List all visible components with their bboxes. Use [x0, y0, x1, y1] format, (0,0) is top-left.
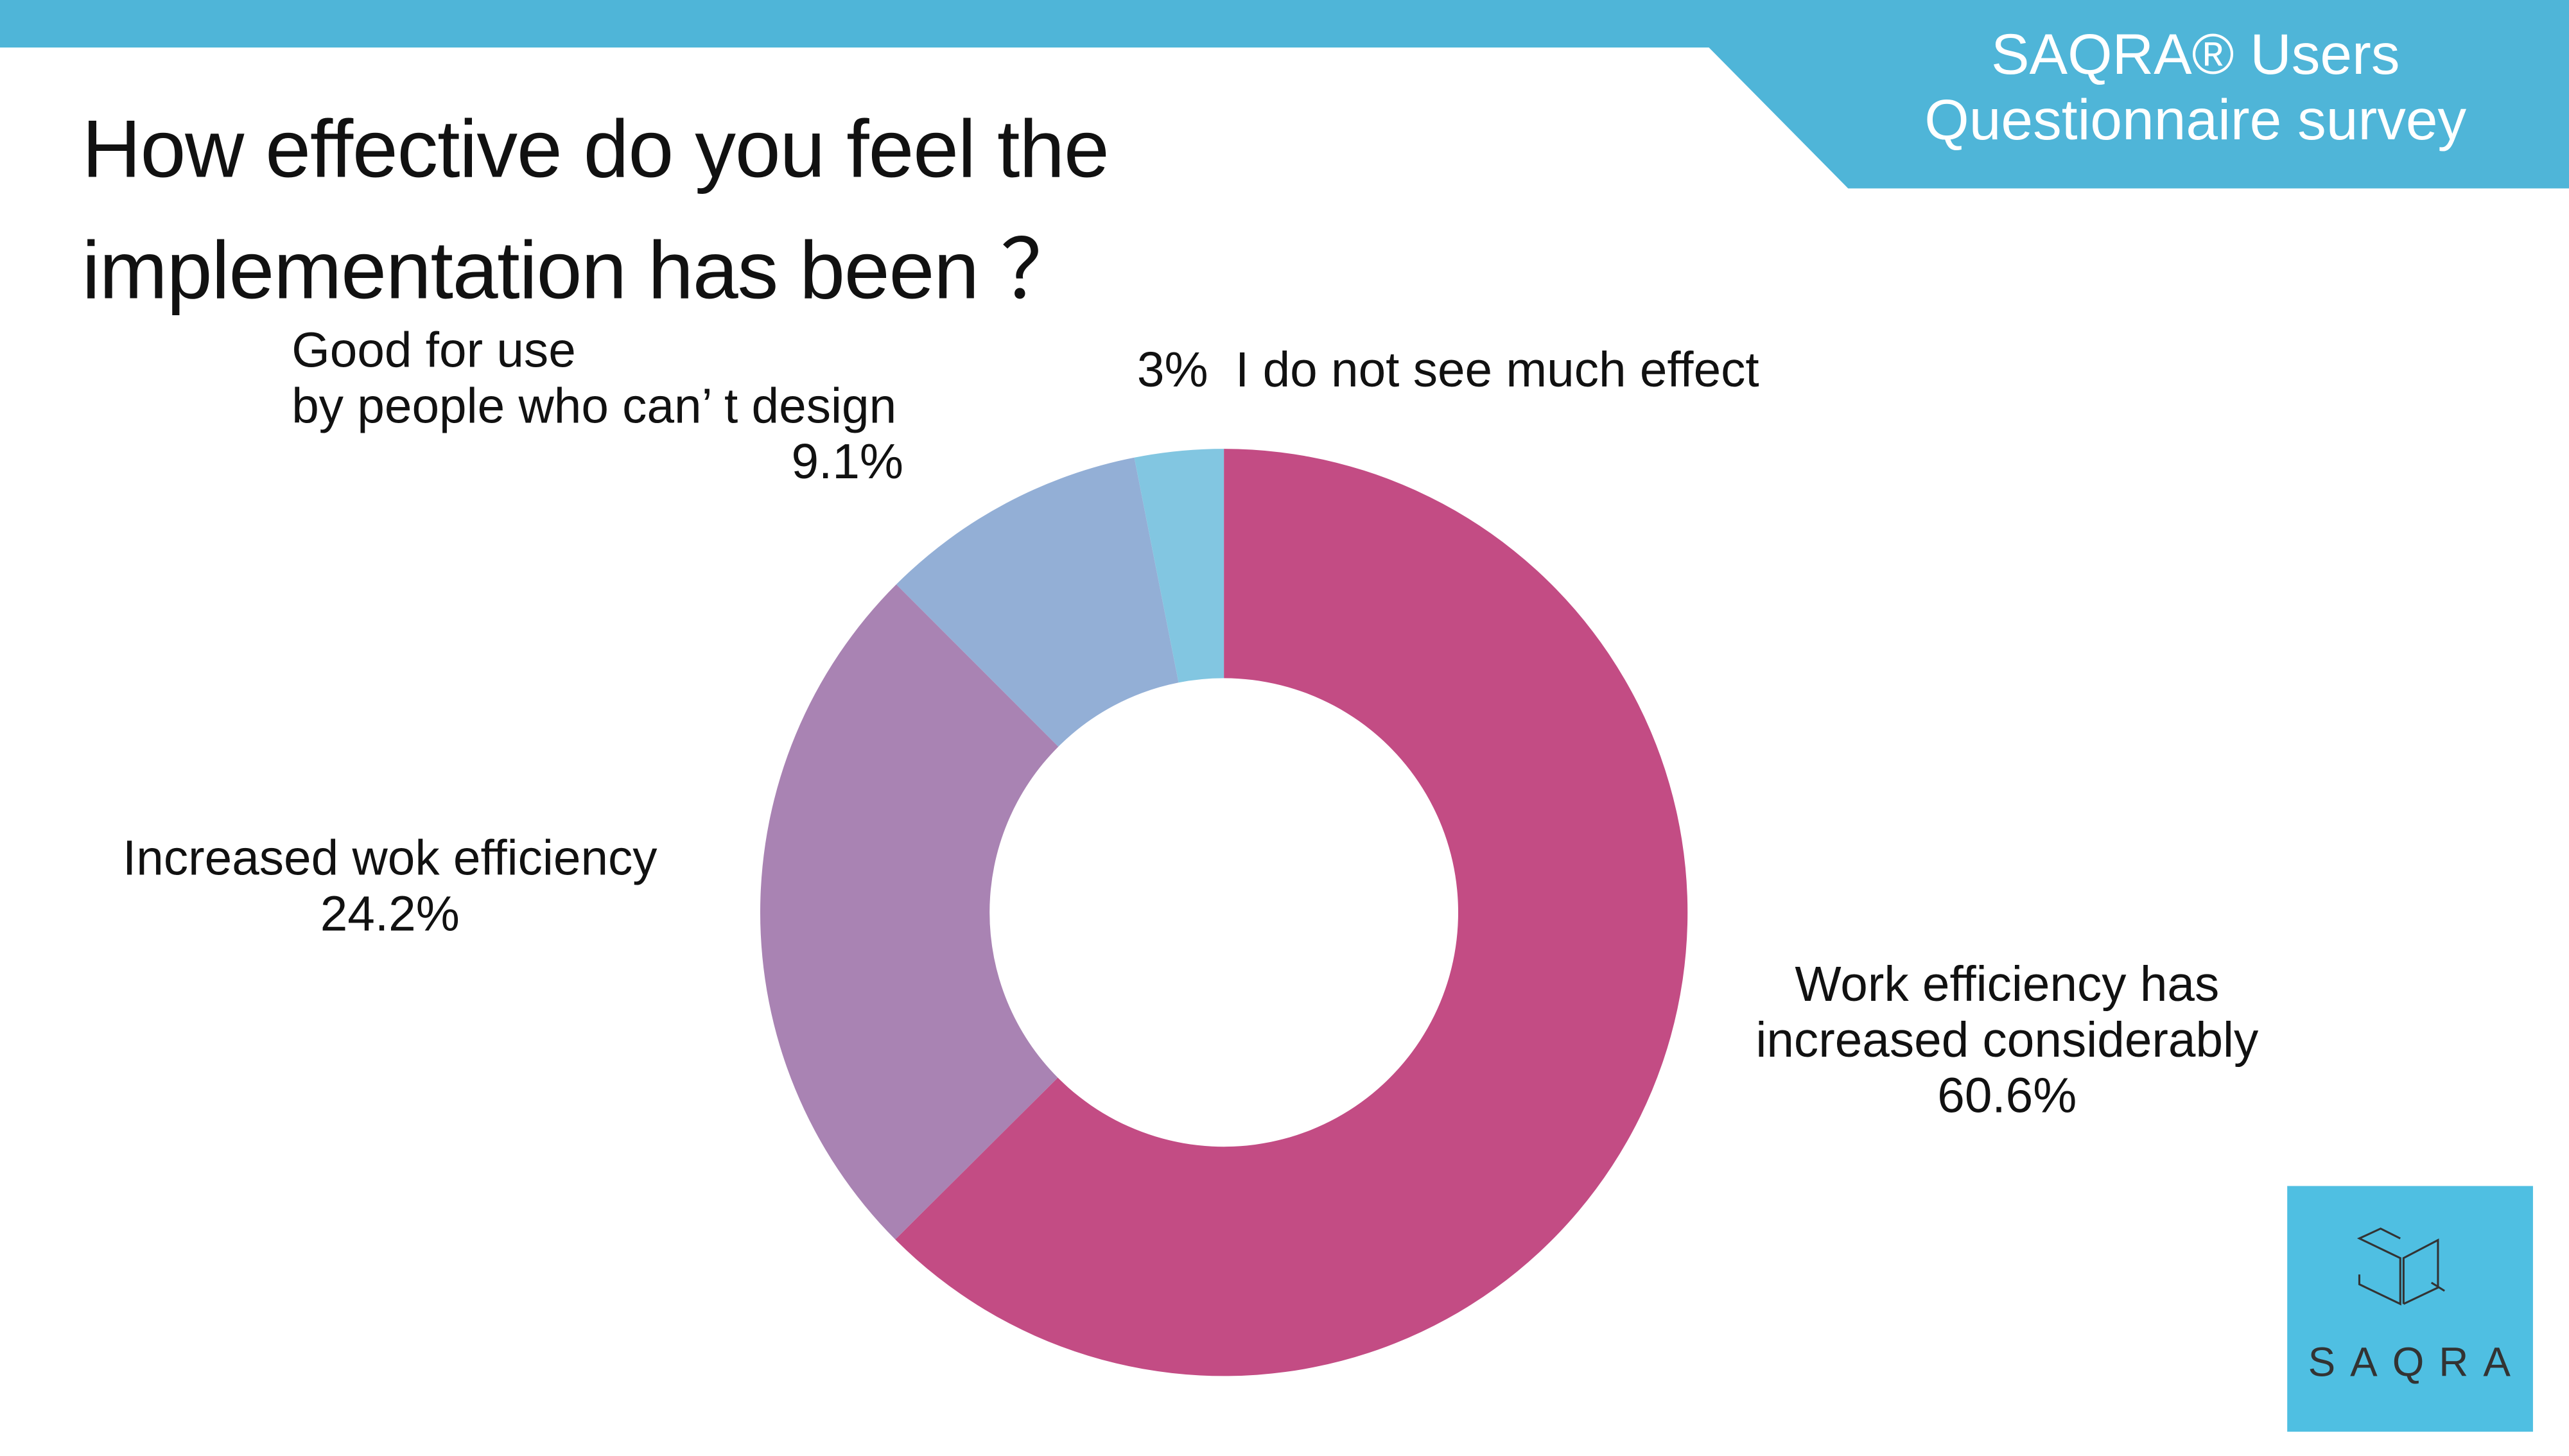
label-good-for-use: Good for use by people who can’ t design…: [292, 324, 903, 491]
header-subtitle: Questionnaire survey: [1924, 88, 2467, 153]
value-label: 24.2%: [320, 888, 460, 942]
cube-logo-icon: [2356, 1227, 2445, 1306]
label-increased-efficiency: Increased wok efficiency 24.2%: [78, 832, 701, 944]
saqra-logo: SAQRA: [2287, 1186, 2533, 1432]
label-line: increased considerably: [1755, 1014, 2259, 1068]
header-brand: SAQRA® Users: [1990, 22, 2400, 87]
donut-slice-2: [896, 457, 1179, 747]
header-text: SAQRA® Users Questionnaire survey: [1884, 23, 2507, 154]
chart-title: How effective do you feel the implementa…: [82, 89, 1110, 331]
title-line-1: How effective do you feel the: [82, 103, 1110, 195]
donut-slice-0: [895, 449, 1688, 1376]
header-banner: [0, 0, 2569, 189]
label-line: by people who can’ t design: [292, 379, 897, 435]
label-line: Good for use: [292, 324, 576, 379]
value-label: 9.1%: [791, 435, 903, 490]
label-line: Work efficiency has: [1795, 958, 2220, 1012]
label-line: I do not see much effect: [1235, 343, 1759, 399]
value-label: 3%: [1136, 343, 1208, 399]
donut-slice-3: [1134, 449, 1224, 683]
label-no-effect: 3% I do not see much effect: [1137, 344, 1759, 400]
title-line-2: implementation has been ？: [82, 224, 1083, 316]
logo-text: SAQRA: [2308, 1340, 2525, 1386]
value-label: 60.6%: [1937, 1070, 2077, 1124]
donut-slice-1: [760, 584, 1059, 1240]
label-line: Increased wok efficiency: [123, 832, 657, 887]
label-work-efficiency-considerably: Work efficiency has increased considerab…: [1704, 958, 2310, 1125]
